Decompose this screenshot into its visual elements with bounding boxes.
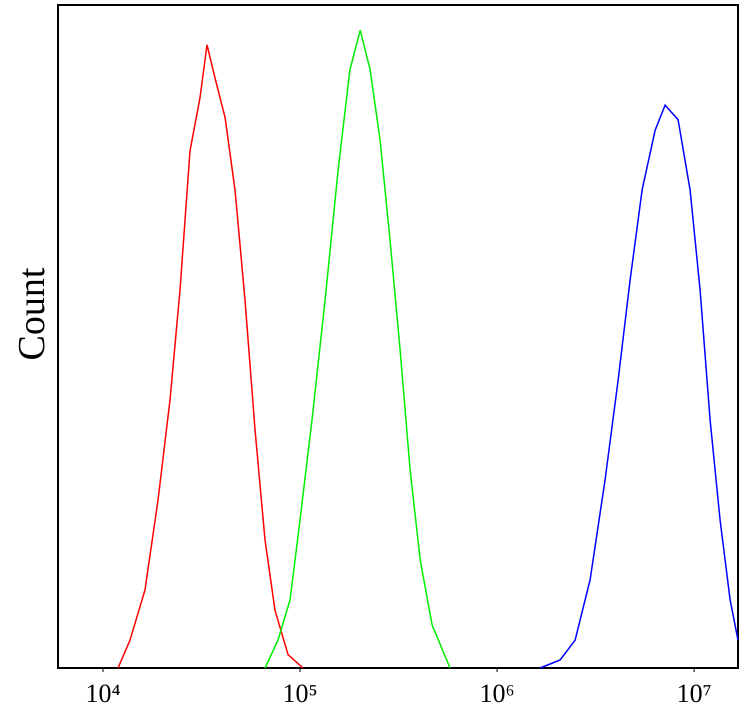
histogram-line bbox=[117, 44, 304, 669]
x-tick-label: 10⁶ bbox=[480, 679, 515, 708]
y-axis-label: Count bbox=[11, 267, 53, 360]
x-tick-label: 10⁵ bbox=[283, 679, 318, 708]
x-tick-label: 10⁴ bbox=[85, 679, 120, 708]
histogram-line bbox=[539, 103, 739, 669]
plot-frame bbox=[57, 4, 739, 669]
x-tick-label: 10⁷ bbox=[677, 679, 712, 708]
histogram-line bbox=[264, 30, 451, 669]
